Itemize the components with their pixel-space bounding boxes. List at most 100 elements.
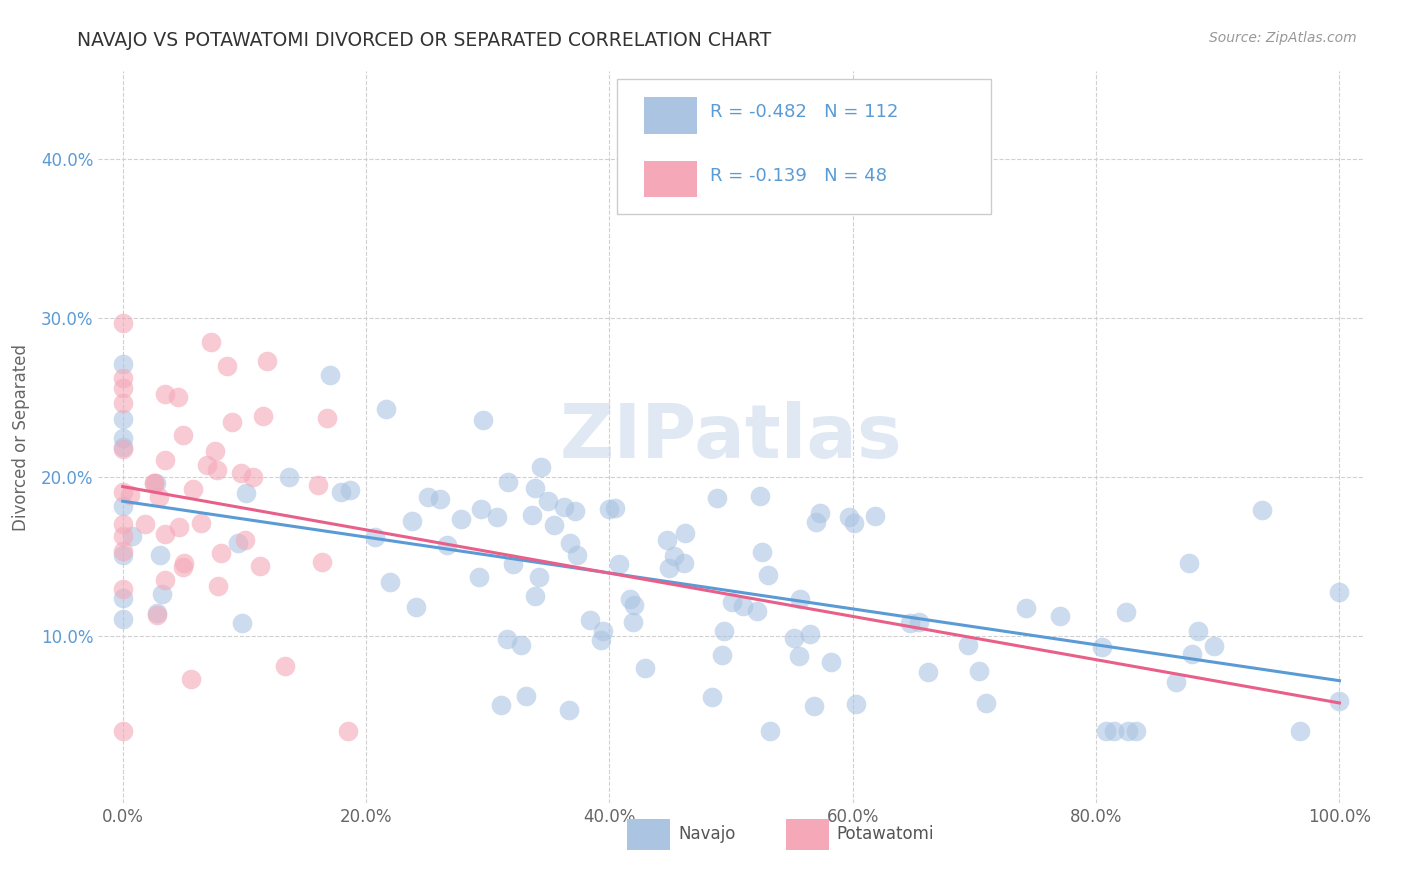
Point [713,624,735,638]
Point [759,724,782,739]
Point [658,561,681,575]
Point [527,570,550,584]
Point [249,558,271,573]
Point [789,592,811,607]
Point [496,475,519,490]
Point [418,490,440,504]
Point [190,516,212,530]
Point [1164,674,1187,689]
Point [673,556,696,570]
Point [111,529,134,543]
Point [145,476,167,491]
Text: NAVAJO VS POTAWATOMI DIVORCED OR SEPARATED CORRELATION CHART: NAVAJO VS POTAWATOMI DIVORCED OR SEPARAT… [77,31,772,50]
Point [560,536,582,550]
Point [146,608,169,623]
Point [315,410,337,425]
Point [1102,724,1125,739]
Point [111,591,134,605]
Point [207,579,229,593]
Point [1095,724,1118,739]
Point [146,607,169,621]
Point [553,500,575,515]
Point [589,633,612,648]
Point [623,598,645,612]
Point [149,549,172,563]
Point [172,559,194,574]
Point [311,555,333,569]
Point [167,520,190,534]
Point [1251,503,1274,517]
Point [607,557,630,571]
Point [558,703,581,717]
Point [277,470,299,484]
Point [307,477,329,491]
Point [148,490,170,504]
Point [111,370,134,384]
Point [207,463,229,477]
Point [209,546,232,560]
Point [673,526,696,541]
Point [865,509,887,524]
FancyBboxPatch shape [644,161,697,197]
Point [799,627,821,641]
Point [436,538,458,552]
Point [111,612,134,626]
Point [524,481,547,495]
Point [908,615,931,629]
Point [111,499,134,513]
Point [204,443,226,458]
Point [134,516,156,531]
Point [111,381,134,395]
Point [195,458,218,472]
Point [319,368,342,383]
Point [731,599,754,613]
Point [711,648,734,662]
Point [226,536,249,550]
Point [252,409,274,424]
Point [721,595,744,609]
Point [111,516,134,531]
Point [619,592,641,607]
Point [111,357,134,371]
Point [256,354,278,368]
Point [579,613,602,627]
Point [804,515,827,529]
Text: Navajo: Navajo [678,825,735,843]
Point [111,724,134,739]
Point [111,431,134,445]
Point [181,482,204,496]
Point [515,689,537,703]
Point [745,604,768,618]
Point [375,402,398,417]
Y-axis label: Divorced or Separated: Divorced or Separated [11,343,30,531]
Point [150,587,173,601]
Point [1116,724,1139,739]
Point [111,582,134,596]
Point [502,557,524,571]
Point [111,544,134,558]
Point [974,697,997,711]
Point [1115,605,1137,619]
Point [1329,585,1351,599]
Point [510,638,533,652]
Point [111,316,134,330]
Point [337,723,360,738]
Point [468,569,491,583]
Point [633,661,655,675]
FancyBboxPatch shape [617,78,990,214]
Point [155,527,177,541]
Point [751,545,773,559]
Point [233,533,256,548]
Point [339,483,361,498]
Point [1202,639,1225,653]
FancyBboxPatch shape [786,819,828,849]
Point [242,470,264,484]
Point [748,489,770,503]
Point [530,459,553,474]
Point [401,514,423,528]
Point [782,631,804,645]
Point [787,648,810,663]
Point [623,615,645,629]
Point [121,529,143,543]
Point [1181,647,1204,661]
